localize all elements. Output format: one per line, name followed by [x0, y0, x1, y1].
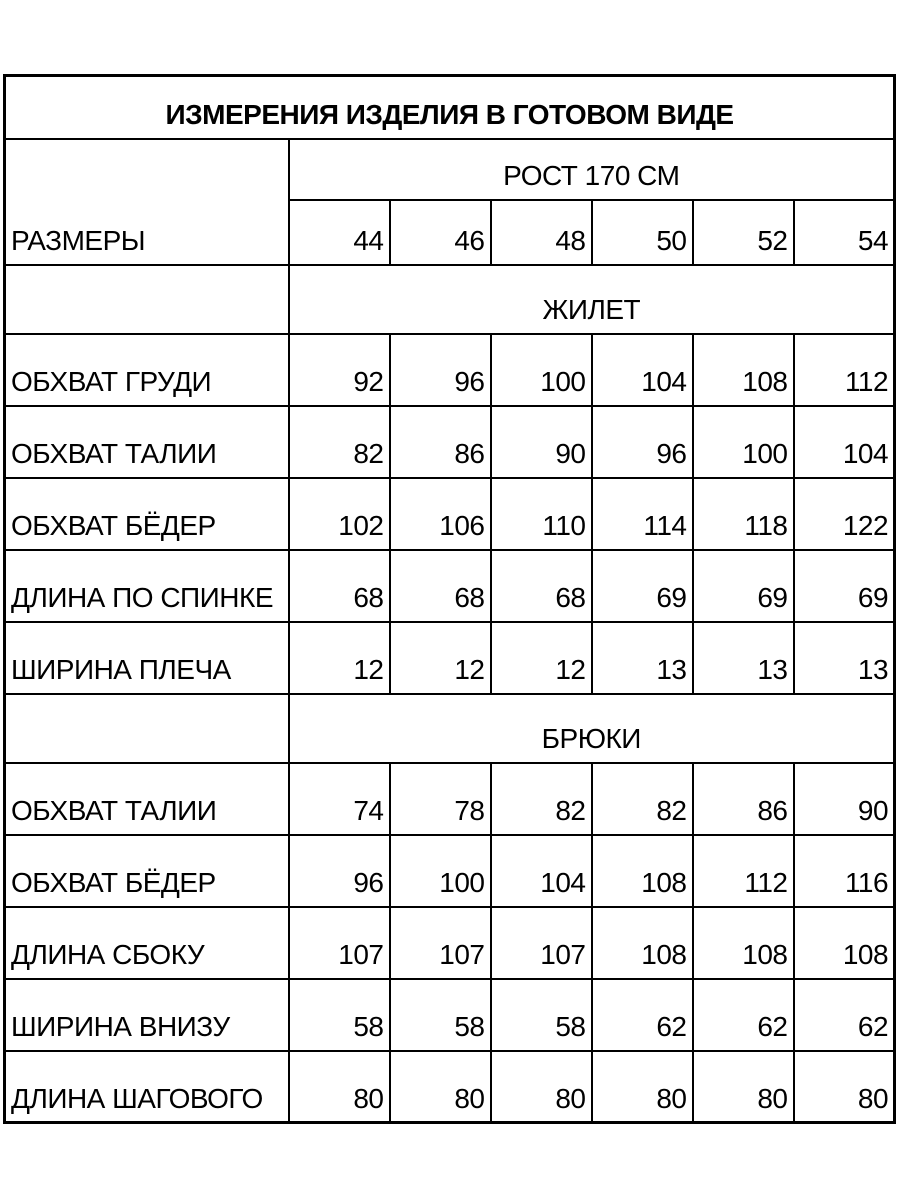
table-row: ОБХВАТ БЁДЕР 96 100 104 108 112 116: [3, 833, 896, 908]
row-label: ОБХВАТ БЁДЕР: [3, 476, 290, 551]
table-row: ОБХВАТ ТАЛИИ 74 78 82 82 86 90: [3, 761, 896, 836]
measurement-value: 68: [489, 548, 593, 623]
measurement-value: 106: [388, 476, 492, 551]
size-cell: 50: [590, 198, 694, 266]
measurement-value: 13: [792, 620, 896, 695]
measurement-value: 78: [388, 761, 492, 836]
measurement-value: 108: [590, 905, 694, 980]
measurement-value: 100: [388, 833, 492, 908]
measurement-value: 12: [388, 620, 492, 695]
measurement-value: 58: [388, 977, 492, 1052]
row-label: ОБХВАТ БЁДЕР: [3, 833, 290, 908]
measurement-value: 68: [287, 548, 391, 623]
measurement-value: 96: [388, 332, 492, 407]
measurement-value: 100: [489, 332, 593, 407]
measurement-value: 90: [792, 761, 896, 836]
section-label-spacer: [3, 263, 290, 335]
measurement-value: 114: [590, 476, 694, 551]
table-row: ДЛИНА ШАГОВОГО 80 80 80 80 80 80: [3, 1049, 896, 1124]
measurement-value: 82: [489, 761, 593, 836]
sizes-row-label: РАЗМЕРЫ: [3, 137, 290, 266]
section-header-vest: ЖИЛЕТ: [287, 263, 896, 335]
table-row: ДЛИНА ПО СПИНКЕ 68 68 68 69 69 69: [3, 548, 896, 623]
size-cell: 44: [287, 198, 391, 266]
measurement-value: 86: [691, 761, 795, 836]
measurement-value: 118: [691, 476, 795, 551]
section-header-trousers: БРЮКИ: [287, 692, 896, 764]
row-label: ШИРИНА ПЛЕЧА: [3, 620, 290, 695]
height-header: РОСТ 170 СМ: [287, 137, 896, 201]
measurement-value: 116: [792, 833, 896, 908]
measurement-value: 104: [489, 833, 593, 908]
measurement-value: 82: [590, 761, 694, 836]
row-label: ОБХВАТ ТАЛИИ: [3, 404, 290, 479]
measurement-value: 13: [590, 620, 694, 695]
size-cell: 46: [388, 198, 492, 266]
row-label: ОБХВАТ ГРУДИ: [3, 332, 290, 407]
measurement-value: 107: [388, 905, 492, 980]
measurement-value: 108: [691, 332, 795, 407]
measurement-value: 108: [691, 905, 795, 980]
measurement-value: 82: [287, 404, 391, 479]
measurement-value: 62: [792, 977, 896, 1052]
measurement-value: 80: [691, 1049, 795, 1124]
measurement-value: 74: [287, 761, 391, 836]
size-cell: 48: [489, 198, 593, 266]
measurement-value: 108: [792, 905, 896, 980]
measurement-value: 110: [489, 476, 593, 551]
measurement-value: 80: [287, 1049, 391, 1124]
measurement-value: 12: [489, 620, 593, 695]
table-row: ОБХВАТ ГРУДИ 92 96 100 104 108 112: [3, 332, 896, 407]
measurement-value: 80: [590, 1049, 694, 1124]
measurement-value: 69: [590, 548, 694, 623]
measurement-value: 108: [590, 833, 694, 908]
measurement-value: 12: [287, 620, 391, 695]
table-title: ИЗМЕРЕНИЯ ИЗДЕЛИЯ В ГОТОВОМ ВИДЕ: [3, 74, 896, 140]
measurement-value: 107: [287, 905, 391, 980]
measurement-value: 112: [792, 332, 896, 407]
table-row: ОБХВАТ ТАЛИИ 82 86 90 96 100 104: [3, 404, 896, 479]
measurement-value: 69: [792, 548, 896, 623]
measurement-value: 122: [792, 476, 896, 551]
size-cell: 54: [792, 198, 896, 266]
measurement-value: 62: [691, 977, 795, 1052]
section-label-spacer: [3, 692, 290, 764]
row-label: ДЛИНА ПО СПИНКЕ: [3, 548, 290, 623]
measurement-value: 92: [287, 332, 391, 407]
measurement-value: 90: [489, 404, 593, 479]
row-label: ДЛИНА СБОКУ: [3, 905, 290, 980]
measurement-value: 96: [590, 404, 694, 479]
measurement-value: 104: [590, 332, 694, 407]
table-row: ШИРИНА ВНИЗУ 58 58 58 62 62 62: [3, 977, 896, 1052]
measurement-value: 102: [287, 476, 391, 551]
measurement-value: 96: [287, 833, 391, 908]
measurement-value: 112: [691, 833, 795, 908]
table-row: ШИРИНА ПЛЕЧА 12 12 12 13 13 13: [3, 620, 896, 695]
measurement-value: 62: [590, 977, 694, 1052]
measurement-value: 100: [691, 404, 795, 479]
row-label: ОБХВАТ ТАЛИИ: [3, 761, 290, 836]
measurement-value: 80: [792, 1049, 896, 1124]
measurement-value: 104: [792, 404, 896, 479]
measurement-value: 86: [388, 404, 492, 479]
measurement-value: 80: [489, 1049, 593, 1124]
measurement-value: 58: [489, 977, 593, 1052]
measurement-value: 107: [489, 905, 593, 980]
table-row: ОБХВАТ БЁДЕР 102 106 110 114 118 122: [3, 476, 896, 551]
size-cell: 52: [691, 198, 795, 266]
measurement-value: 69: [691, 548, 795, 623]
row-label: ШИРИНА ВНИЗУ: [3, 977, 290, 1052]
measurement-value: 68: [388, 548, 492, 623]
table-row: ДЛИНА СБОКУ 107 107 107 108 108 108: [3, 905, 896, 980]
measurements-table: ИЗМЕРЕНИЯ ИЗДЕЛИЯ В ГОТОВОМ ВИДЕ РАЗМЕРЫ…: [3, 74, 897, 1124]
measurement-value: 13: [691, 620, 795, 695]
measurement-value: 58: [287, 977, 391, 1052]
measurement-value: 80: [388, 1049, 492, 1124]
row-label: ДЛИНА ШАГОВОГО: [3, 1049, 290, 1124]
